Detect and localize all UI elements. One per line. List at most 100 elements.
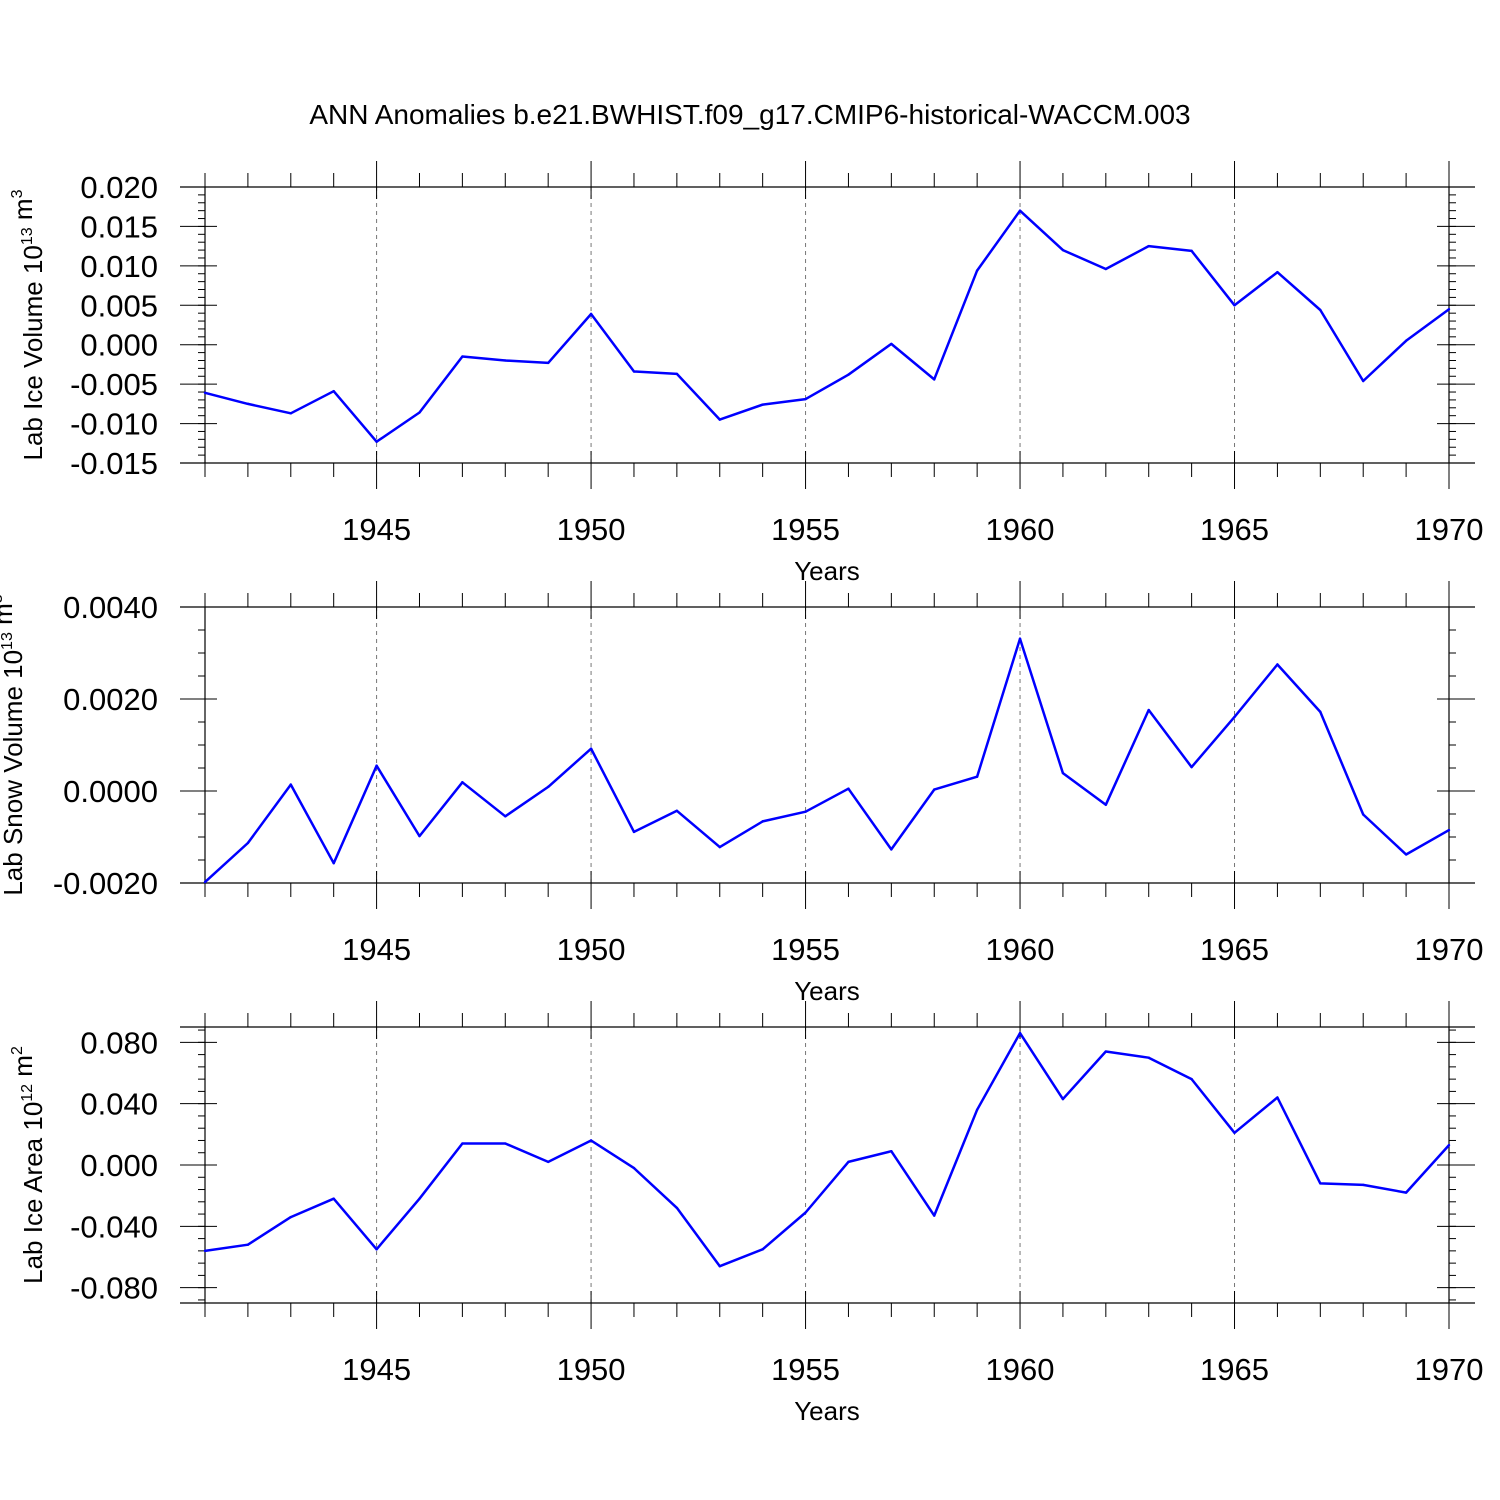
- data-point: [546, 1160, 550, 1164]
- data-point: [246, 402, 250, 406]
- data-point: [332, 1197, 335, 1200]
- data-point: [246, 1243, 250, 1246]
- x-axis-label: Years: [794, 556, 860, 586]
- data-point: [461, 781, 464, 784]
- y-label-superscript: 3: [9, 189, 26, 198]
- data-point: [804, 397, 807, 401]
- y-label-part: Lab Ice Area 10: [18, 1102, 48, 1284]
- data-point: [589, 1139, 593, 1142]
- data-point: [418, 1197, 421, 1200]
- y-label-superscript: 13: [19, 227, 36, 245]
- data-point: [1319, 710, 1322, 714]
- data-point: [1319, 1182, 1322, 1185]
- data-point: [1147, 708, 1150, 712]
- data-point: [1104, 803, 1108, 806]
- data-point: [504, 1142, 507, 1145]
- data-point: [1018, 209, 1022, 212]
- y-label-part: Lab Snow Volume 10: [0, 650, 28, 896]
- data-point: [1276, 270, 1279, 274]
- data-point: [418, 834, 421, 838]
- y-tick-label: 0.020: [80, 170, 158, 205]
- y-tick-label: 0.0000: [63, 774, 158, 809]
- data-point: [1447, 308, 1451, 311]
- data-point: [1447, 828, 1451, 832]
- x-tick-label: 1965: [1200, 1352, 1269, 1387]
- panel-2: 1945 1950 1955 1960 1965 1970 Years -0.0020 0.00…: [0, 581, 1483, 1006]
- y-tick-label: 0.000: [80, 328, 158, 363]
- data-point: [289, 412, 292, 415]
- y-axis-label: Lab Ice Volume 1013 m3: [8, 189, 48, 460]
- y-tick-label: -0.080: [70, 1271, 158, 1306]
- y-tick-label: 0.040: [80, 1087, 158, 1122]
- x-tick-label: 1955: [771, 512, 840, 547]
- data-point: [1233, 1131, 1236, 1135]
- data-point: [1362, 379, 1365, 383]
- data-point: [1061, 248, 1065, 252]
- data-point: [461, 355, 464, 358]
- panels: 1945 1950 1955 1960 1965 1970 Years -0.015 -0.01…: [0, 161, 1483, 1426]
- data-point: [718, 418, 721, 421]
- data-point: [1190, 765, 1193, 769]
- data-point: [804, 1211, 807, 1214]
- x-tick-label: 1945: [342, 512, 411, 547]
- data-point: [1104, 1050, 1108, 1053]
- x-tick-label: 1965: [1200, 512, 1269, 547]
- x-tick-label: 1955: [771, 1352, 840, 1387]
- y-label-part: m: [0, 603, 18, 632]
- data-point: [504, 359, 507, 362]
- x-tick-label: 1950: [557, 932, 626, 967]
- data-point: [1147, 1056, 1150, 1059]
- data-point: [718, 1265, 721, 1268]
- x-tick-label: 1965: [1200, 932, 1269, 967]
- y-tick-label: 0.0020: [63, 682, 158, 717]
- x-axis-label: Years: [794, 1396, 860, 1426]
- data-point: [289, 783, 292, 786]
- data-point: [1061, 1097, 1065, 1101]
- data-point: [375, 440, 378, 443]
- data-point: [1276, 663, 1279, 666]
- y-tick-label: -0.015: [70, 446, 158, 481]
- data-point: [332, 862, 335, 865]
- data-point: [975, 775, 979, 778]
- data-point: [933, 378, 936, 381]
- data-point: [632, 1166, 636, 1170]
- data-point: [718, 845, 721, 849]
- x-tick-label: 1955: [771, 932, 840, 967]
- x-tick-label: 1945: [342, 1352, 411, 1387]
- y-label-superscript: 13: [0, 632, 16, 650]
- data-point: [332, 390, 335, 393]
- data-point: [1190, 249, 1193, 253]
- series-line: [204, 1031, 1450, 1268]
- data-point: [289, 1215, 292, 1219]
- y-tick-label: 0.010: [80, 249, 158, 284]
- data-point: [203, 880, 207, 884]
- data-point: [1319, 308, 1322, 312]
- data-point: [804, 810, 807, 813]
- y-label-superscript: 2: [9, 1046, 26, 1055]
- data-point: [933, 1214, 936, 1217]
- data-point: [1362, 1183, 1365, 1187]
- series-line: [204, 209, 1450, 443]
- data-point: [933, 788, 936, 791]
- data-point: [675, 1206, 679, 1210]
- data-point: [203, 391, 207, 395]
- panel-3: 1945 1950 1955 1960 1965 1970 Years -0.080 -0.04…: [8, 1001, 1483, 1426]
- data-point: [632, 370, 636, 373]
- data-point: [975, 1108, 979, 1112]
- data-point: [761, 403, 764, 406]
- y-axis-label: Lab Snow Volume 1013 m3: [0, 594, 28, 895]
- data-point: [589, 747, 593, 750]
- y-tick-label: -0.040: [70, 1209, 158, 1244]
- x-tick-label: 1950: [557, 1352, 626, 1387]
- x-tick-label: 1970: [1415, 932, 1484, 967]
- data-point: [1061, 771, 1065, 775]
- data-point: [1104, 267, 1108, 271]
- x-axis-label: Years: [794, 976, 860, 1006]
- y-tick-label: 0.080: [80, 1025, 158, 1060]
- data-point: [847, 787, 850, 790]
- data-point: [546, 785, 550, 789]
- data-point: [418, 411, 421, 414]
- y-tick-label: 0.005: [80, 288, 158, 323]
- data-point: [761, 1248, 764, 1251]
- data-point: [246, 841, 250, 845]
